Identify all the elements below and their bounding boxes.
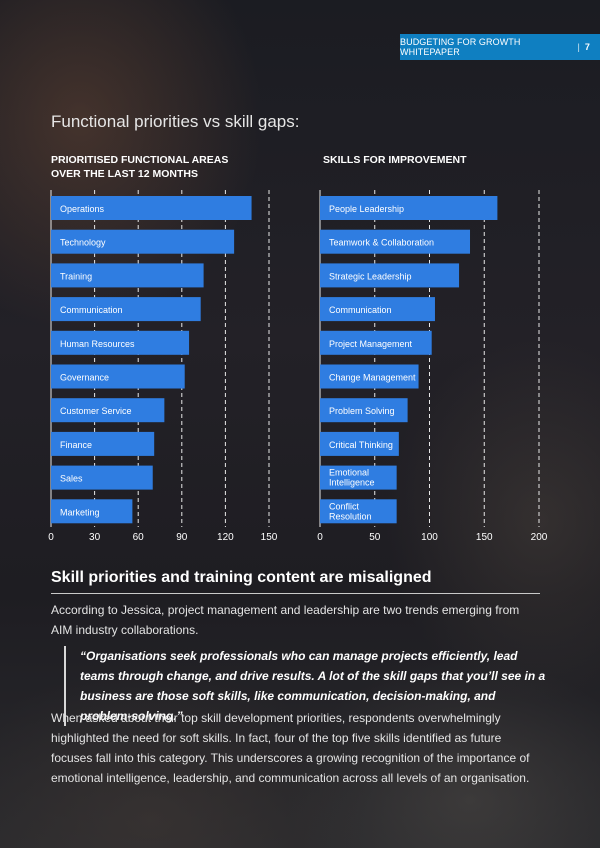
left-tick-label: 150	[261, 532, 278, 543]
bar-charts: 0 30 60 90 120 150 Operations Technology Trainin…	[48, 190, 548, 543]
left-category-label: Sales	[60, 474, 83, 484]
article-heading: Skill priorities and training content ar…	[51, 569, 432, 586]
left-bar	[51, 364, 185, 389]
right-bar	[320, 431, 399, 456]
right-category-label: Emotional Intelligence	[329, 468, 375, 488]
right-tick-label: 100	[421, 532, 438, 543]
left-category-label: Communication	[60, 305, 123, 315]
right-tick-label: 150	[476, 532, 493, 543]
right-category-label: Strategic Leadership	[329, 271, 412, 281]
right-tick-label: 0	[317, 532, 323, 543]
left-category-label: Training	[60, 271, 92, 281]
right-category-label: Conflict Resolution	[329, 501, 372, 521]
document-title: BUDGETING FOR GROWTH WHITEPAPER	[400, 37, 521, 57]
right-category-label: Teamwork & Collaboration	[329, 238, 434, 248]
body-paragraph: When asked about their top skill develop…	[51, 711, 530, 785]
left-category-label: Operations	[60, 204, 105, 214]
right-bar	[320, 465, 397, 490]
left-tick-label: 90	[176, 532, 188, 543]
right-category-label: Critical Thinking	[329, 440, 393, 450]
right-category-label: Communication	[329, 305, 392, 315]
left-chart-heading: PRIORITISED FUNCTIONAL AREAS OVER THE LA…	[51, 153, 228, 181]
intro-paragraph: According to Jessica, project management…	[51, 603, 520, 637]
left-category-label: Technology	[60, 238, 106, 248]
right-category-label: Project Management	[329, 339, 413, 349]
left-bar	[51, 263, 204, 288]
document-header-tag: BUDGETING FOR GROWTH WHITEPAPER | 7	[400, 34, 600, 60]
left-category-label: Governance	[60, 373, 109, 383]
right-bar	[320, 398, 408, 423]
section-title: Functional priorities vs skill gaps:	[51, 112, 300, 131]
right-category-label: Problem Solving	[329, 406, 395, 416]
header-separator: |	[577, 42, 580, 52]
left-bar	[51, 196, 252, 220]
left-bar	[51, 297, 201, 322]
left-tick-label: 30	[89, 532, 101, 543]
left-chart-heading-line1: PRIORITISED FUNCTIONAL AREAS	[51, 154, 229, 166]
right-bar	[320, 229, 471, 254]
left-bar	[51, 465, 153, 490]
right-bar	[320, 364, 419, 389]
right-category-label: People Leadership	[329, 204, 404, 214]
page-number: 7	[584, 42, 590, 52]
left-category-label: Human Resources	[60, 339, 135, 349]
left-chart-heading-line2: OVER THE LAST 12 MONTHS	[51, 168, 199, 180]
right-category-label: Change Management	[329, 373, 416, 383]
left-bar	[51, 499, 133, 524]
left-tick-label: 120	[217, 532, 234, 543]
left-category-label: Customer Service	[60, 406, 132, 416]
right-bar	[320, 330, 432, 355]
pull-quote: “Organisations seek professionals who ca…	[64, 646, 550, 726]
left-tick-label: 60	[133, 532, 145, 543]
left-bar	[51, 398, 165, 423]
right-bar	[320, 196, 498, 220]
right-bar	[320, 499, 397, 524]
left-bar	[51, 431, 155, 456]
left-category-label: Marketing	[60, 507, 100, 517]
left-category-label: Finance	[60, 440, 92, 450]
right-bar	[320, 297, 435, 322]
left-bar	[51, 229, 235, 254]
left-bar	[51, 330, 190, 355]
right-bar	[320, 263, 460, 288]
right-chart-heading: SKILLS FOR IMPROVEMENT	[323, 154, 467, 166]
heading-rule	[51, 593, 540, 594]
right-tick-label: 50	[369, 532, 381, 543]
right-tick-label: 200	[531, 532, 548, 543]
left-tick-label: 0	[48, 532, 54, 543]
